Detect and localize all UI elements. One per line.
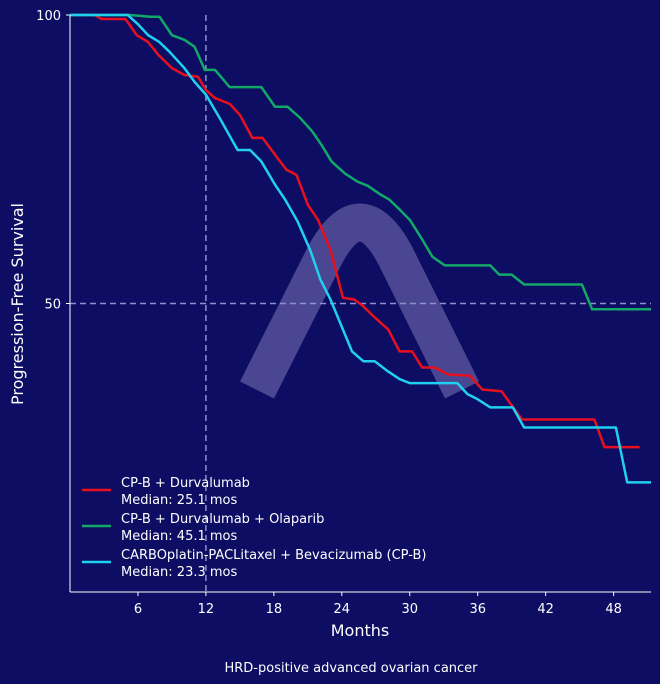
x-tick-label: 12 (198, 602, 215, 617)
legend-median-1: Median: 45.1 mos (121, 529, 237, 544)
x-axis-label: Months (331, 621, 389, 640)
x-tick-label: 24 (334, 602, 351, 617)
legend-label-2: CARBOplatin-PACLitaxel + Bevacizumab (CP… (121, 548, 426, 563)
legend: CP-B + Durvalumab Median: 25.1 mos CP-B + … (82, 476, 426, 580)
legend-label-1: CP-B + Durvalumab + Olaparib (121, 512, 324, 527)
x-tick-label: 6 (134, 602, 142, 617)
x-tick-label: 18 (266, 602, 283, 617)
series-line-0 (70, 13, 640, 449)
y-axis-label: Progression-Free Survival (8, 203, 27, 405)
y-tick-label: 50 (44, 298, 61, 313)
legend-median-0: Median: 25.1 mos (121, 493, 237, 508)
x-tick-label: 42 (537, 602, 554, 617)
chart-caption: HRD-positive advanced ovarian cancer (224, 661, 478, 676)
series-line-2 (70, 13, 651, 484)
x-tick-label: 30 (401, 602, 418, 617)
x-tick-label: 36 (469, 602, 486, 617)
series-line-1 (70, 13, 651, 311)
legend-median-2: Median: 23.3 mos (121, 565, 237, 580)
y-tick-label: 100 (36, 9, 61, 24)
watermark-logo (240, 203, 480, 399)
x-tick-label: 48 (605, 602, 622, 617)
legend-label-0: CP-B + Durvalumab (121, 476, 250, 491)
